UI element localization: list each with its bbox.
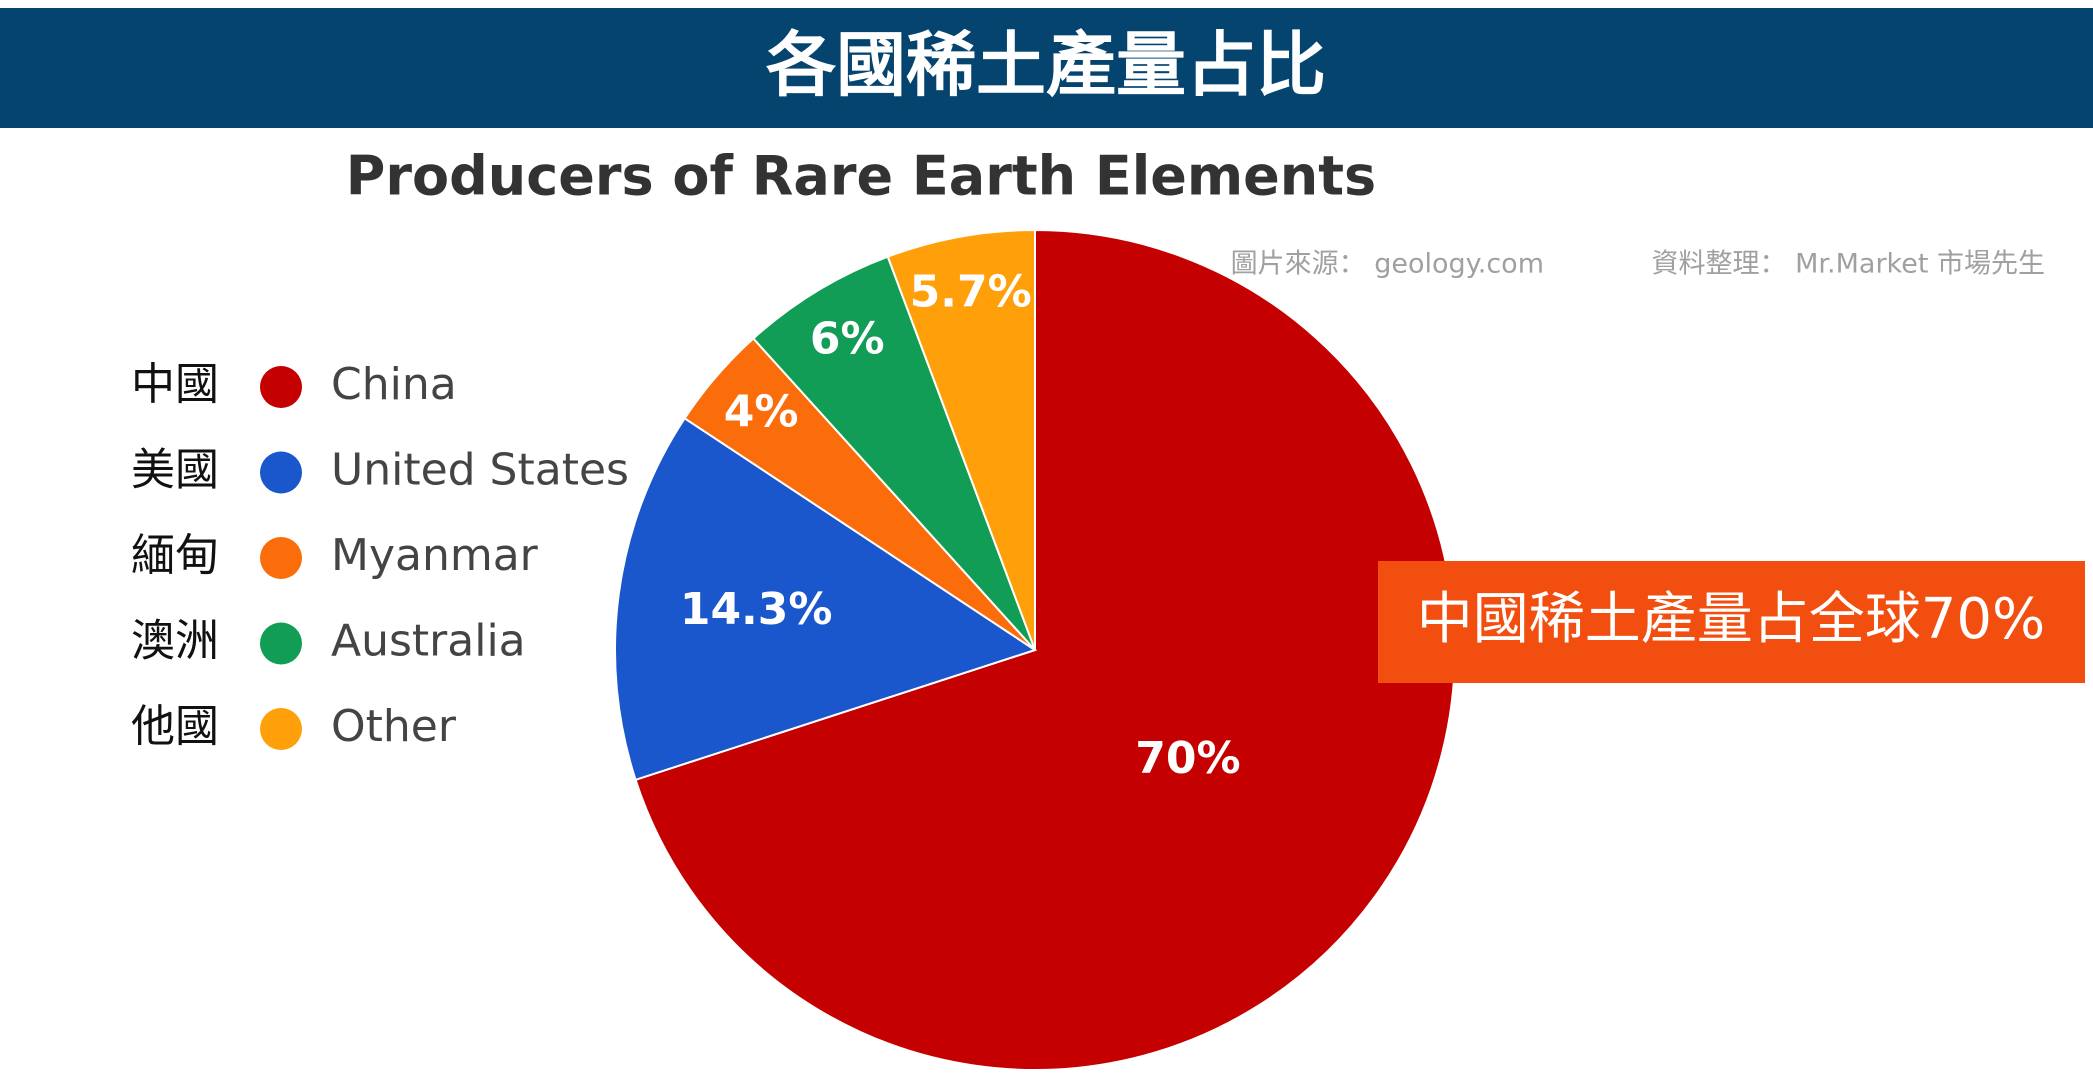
header-title: 各國稀土產量占比 [766,24,1326,106]
legend-label: Myanmar [331,530,539,581]
legend: 中國 China 美國 United States 緬甸 Myanmar 澳洲 Austral… [131,359,629,752]
pie-slice [634,228,1456,1071]
legend-label-zh: 美國 [131,445,219,496]
annotation: 中國稀土產量占全球70% [1417,587,2045,652]
pie: 70% 14.3% 4%6% 5.7% [614,228,1456,1071]
legend-label-zh: 澳洲 [131,616,219,667]
pie-slice [751,255,1036,651]
credit: 資料整理： Mr.Market 市場先生 [1652,249,2045,280]
value-label: 70% [1135,733,1240,784]
chart-title: Producers of Rare Earth Elements [346,145,1376,208]
legend-label: China [331,359,457,410]
pie-slice [614,416,1038,782]
legend-label-zh: 緬甸 [131,530,219,581]
legend-marker [260,537,302,579]
legend-label: Other [331,701,457,752]
header-banner [0,8,2093,128]
legend-label: Australia [331,616,526,667]
legend-marker [260,366,302,408]
pie-slice [886,228,1036,651]
legend-label-zh: 中國 [131,359,219,410]
value-label: 5.7% [910,267,1032,318]
legend-label-zh: 他國 [131,701,219,752]
legend-marker [260,451,302,494]
value-label: 4% [724,387,799,438]
annotation-box [1378,561,2085,683]
legend-marker [260,622,302,665]
legend-label: United States [331,445,629,496]
value-label: 14.3% [680,584,833,635]
legend-marker [260,708,302,750]
source: 圖片來源： geology.com [1231,249,1544,280]
value-label: 6% [810,313,885,364]
